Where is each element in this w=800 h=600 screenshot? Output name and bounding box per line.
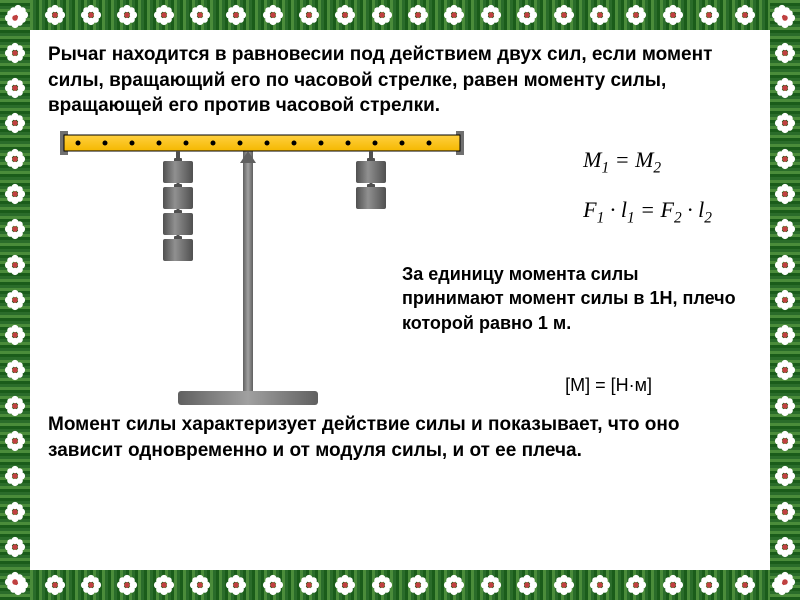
unit-definition: За единицу момента силы принимают момент… xyxy=(402,262,742,335)
flower-row-top xyxy=(0,0,800,30)
flower-col-right xyxy=(770,0,800,600)
formulas-block: M1 = M2 F1 · l1 = F2 · l2 xyxy=(583,147,712,248)
unit-formula: [M] = [Н·м] xyxy=(565,375,652,396)
flower-col-left xyxy=(0,0,30,600)
footer-text: Момент силы характеризует действие силы … xyxy=(48,412,752,463)
diagram-area: M1 = M2 F1 · l1 = F2 · l2 За единицу мом… xyxy=(48,127,752,407)
content-area: Рычаг находится в равновесии под действи… xyxy=(30,30,770,570)
main-definition: Рычаг находится в равновесии под действи… xyxy=(48,42,752,119)
formula-moment-equality: M1 = M2 xyxy=(583,147,712,177)
formula-force-arm: F1 · l1 = F2 · l2 xyxy=(583,197,712,227)
flower-row-bottom xyxy=(0,570,800,600)
